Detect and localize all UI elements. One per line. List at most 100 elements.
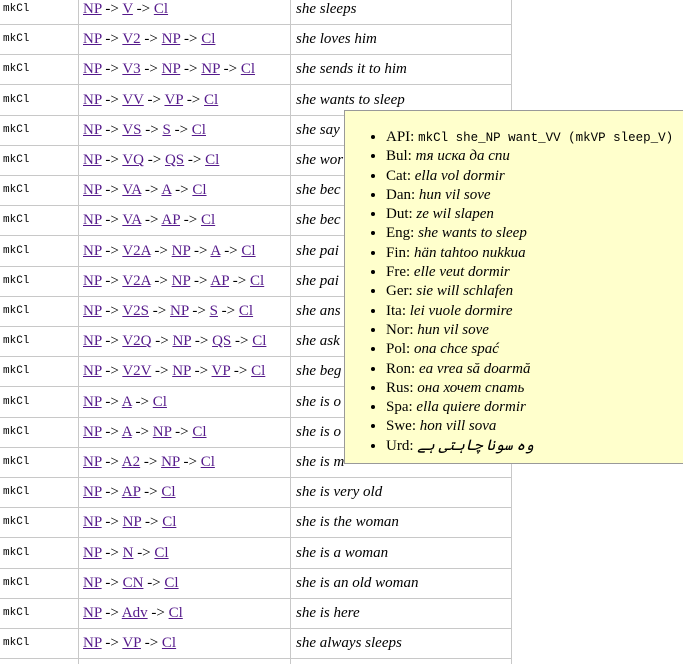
category-link[interactable]: NP — [171, 272, 191, 289]
table-row: mkCl NP -> VV -> VP -> Cl she wants to sle… — [0, 85, 511, 116]
category-link[interactable]: NP — [83, 182, 102, 199]
category-link[interactable]: NP — [83, 393, 102, 410]
category-link[interactable]: A — [161, 182, 172, 199]
category-link[interactable]: Adv — [121, 605, 148, 621]
category-link[interactable]: NP — [201, 61, 220, 78]
arrow: -> — [105, 242, 119, 259]
category-link[interactable]: NP — [83, 333, 102, 350]
category-link[interactable]: NP — [83, 303, 102, 319]
category-link[interactable]: VA — [122, 212, 142, 229]
category-link[interactable]: Cl — [192, 423, 207, 440]
category-link[interactable]: Cl — [168, 605, 183, 621]
category-link[interactable]: CN — [122, 574, 144, 591]
category-link[interactable]: Cl — [200, 212, 216, 229]
category-link[interactable]: Cl — [201, 31, 216, 48]
category-link[interactable]: Cl — [205, 152, 220, 168]
category-link[interactable]: NP — [83, 212, 102, 229]
category-link[interactable]: Cl — [241, 242, 256, 259]
category-link[interactable]: NP — [83, 544, 102, 561]
category-link[interactable]: NP — [83, 605, 102, 621]
arrow: -> — [154, 242, 168, 259]
category-link[interactable]: A — [121, 423, 132, 440]
category-link[interactable]: V2S — [122, 303, 150, 319]
category-link[interactable]: Cl — [153, 1, 169, 17]
category-link[interactable]: NP — [83, 574, 102, 591]
category-link[interactable]: VP — [122, 635, 141, 652]
category-link[interactable]: VV — [122, 91, 144, 108]
category-link[interactable]: V2V — [122, 363, 152, 380]
category-link[interactable]: Cl — [161, 635, 177, 652]
category-link[interactable]: NP — [83, 152, 102, 168]
category-link[interactable]: AP — [210, 272, 230, 289]
category-link[interactable]: NP — [161, 31, 181, 48]
category-link[interactable]: Cl — [251, 363, 266, 380]
category-link[interactable]: Cl — [200, 454, 215, 470]
category-link[interactable]: NP — [169, 303, 189, 319]
category-link[interactable]: Cl — [192, 182, 207, 199]
column-rule — [78, 0, 79, 664]
translation-item: API: mkCl she_NP want_VV (mkVP sleep_V) — [386, 128, 683, 147]
category-link[interactable]: Cl — [162, 514, 177, 531]
category-link[interactable]: VP — [164, 91, 184, 108]
category-link[interactable]: NP — [83, 121, 102, 138]
arrow: -> — [183, 454, 197, 470]
category-link[interactable]: NP — [161, 454, 180, 470]
category-link[interactable]: VQ — [122, 152, 144, 168]
category-link[interactable]: NP — [172, 363, 191, 380]
category-link[interactable]: AP — [161, 212, 181, 229]
category-link[interactable]: V2Q — [122, 333, 152, 350]
arrow: -> — [144, 31, 158, 48]
category-link[interactable]: N — [122, 544, 134, 561]
category-link[interactable]: QS — [212, 333, 232, 350]
category-link[interactable]: Cl — [252, 333, 267, 350]
category-link[interactable]: NP — [161, 61, 181, 78]
category-link[interactable]: NP — [83, 91, 102, 108]
category-link[interactable]: NP — [152, 423, 172, 440]
category-link[interactable]: NP — [122, 514, 142, 531]
category-link[interactable]: NP — [83, 31, 102, 48]
translation-item: Ron: ea vrea să doarmă — [386, 360, 683, 379]
category-link[interactable]: A — [210, 242, 221, 259]
category-link[interactable]: V — [122, 1, 133, 17]
arrow: -> — [105, 182, 119, 199]
category-link[interactable]: NP — [83, 454, 102, 470]
category-link[interactable]: VP — [211, 363, 231, 380]
category-link[interactable]: NP — [171, 242, 191, 259]
category-link[interactable]: S — [209, 303, 218, 319]
function-name: mkCl — [3, 274, 30, 287]
category-link[interactable]: Cl — [152, 393, 167, 410]
category-link[interactable]: NP — [83, 423, 102, 440]
category-link[interactable]: NP — [83, 363, 102, 380]
category-link[interactable]: Cl — [161, 484, 176, 501]
function-name: mkCl — [3, 576, 30, 589]
category-link[interactable]: NP — [83, 635, 102, 652]
category-link[interactable]: VA — [122, 182, 142, 199]
category-link[interactable]: VS — [122, 121, 142, 138]
category-link[interactable]: NP — [172, 333, 192, 350]
category-link[interactable]: NP — [83, 514, 102, 531]
category-link[interactable]: NP — [83, 272, 102, 289]
category-link[interactable]: Cl — [154, 544, 169, 561]
type-signature: NP -> AP -> Cl — [78, 477, 290, 507]
category-link[interactable]: NP — [83, 242, 102, 259]
category-link[interactable]: Cl — [204, 91, 219, 108]
category-link[interactable]: NP — [83, 61, 102, 78]
category-link[interactable]: QS — [164, 152, 185, 168]
category-link[interactable]: A2 — [121, 454, 141, 470]
category-link[interactable]: Cl — [164, 574, 179, 591]
category-link[interactable]: V2A — [122, 272, 151, 289]
category-link[interactable]: NP — [83, 484, 102, 501]
category-link[interactable]: A — [121, 393, 132, 410]
function-name: mkCl — [3, 93, 30, 106]
category-link[interactable]: Cl — [240, 61, 256, 78]
arrow: -> — [144, 182, 159, 199]
category-link[interactable]: Cl — [191, 121, 206, 138]
category-link[interactable]: V2 — [122, 31, 141, 48]
category-link[interactable]: AP — [121, 484, 141, 501]
category-link[interactable]: NP — [83, 1, 102, 17]
category-link[interactable]: Cl — [250, 272, 265, 289]
category-link[interactable]: Cl — [238, 303, 254, 319]
category-link[interactable]: S — [162, 121, 171, 138]
category-link[interactable]: V2A — [122, 242, 151, 259]
category-link[interactable]: V3 — [122, 61, 141, 78]
